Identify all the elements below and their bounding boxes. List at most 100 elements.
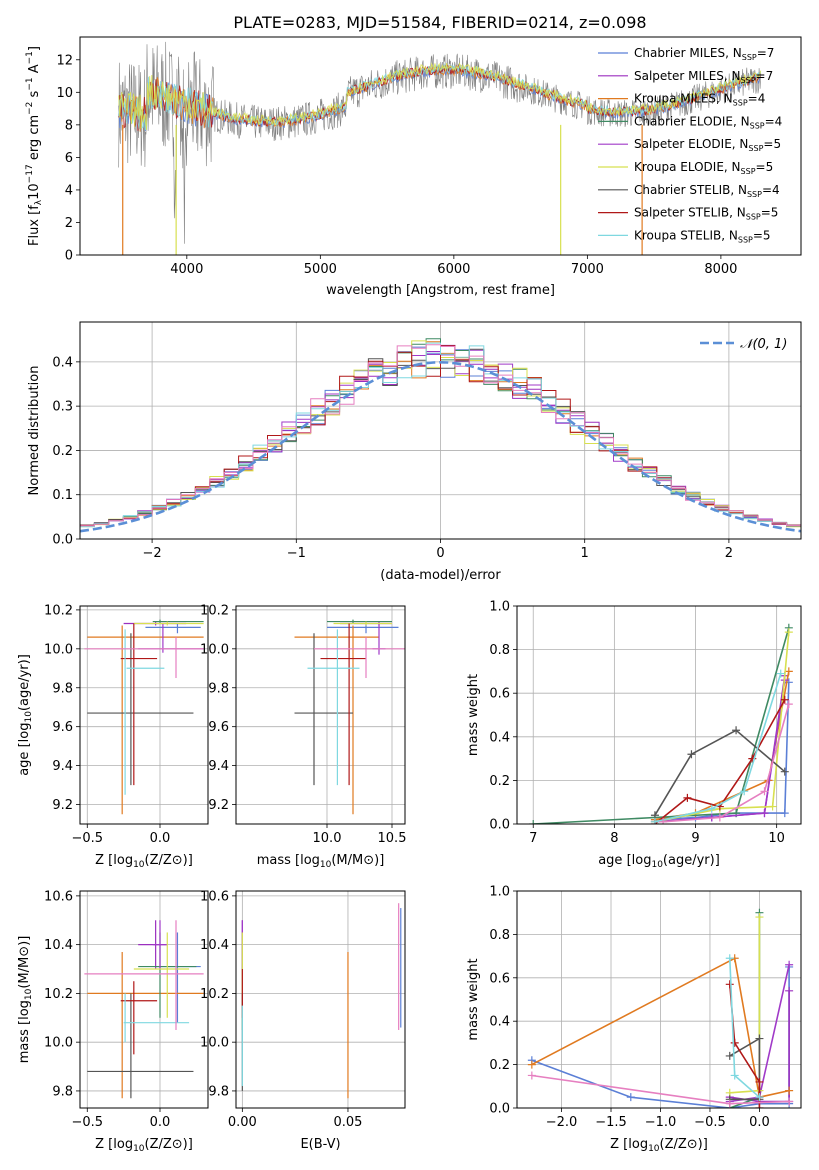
panel-spectrum: 4000 5000 6000 7000 8000 0 2 4 6 8 10 12 wavelength … <box>25 36 802 298</box>
axes-frame <box>235 605 406 825</box>
x-tick-label: 9 <box>691 831 699 846</box>
y-tick-label: 0.0 <box>489 1102 510 1117</box>
data-point <box>333 621 392 626</box>
weight-marker <box>755 1034 764 1043</box>
x-tick-label: 1 <box>581 546 589 561</box>
x-axis-label: E(B-V) <box>300 1137 340 1152</box>
weight-marker <box>740 787 749 796</box>
x-tick-label: −1.0 <box>645 1115 677 1130</box>
weight-marker <box>626 1093 635 1102</box>
axes-frame <box>516 605 802 825</box>
weight-series-line <box>654 729 786 816</box>
y-tick-label: 0.6 <box>489 971 510 986</box>
x-tick-label: 0 <box>436 546 444 561</box>
legend-label: Salpeter MILES, NSSP=7 <box>634 69 773 85</box>
weight-marker <box>730 1038 739 1047</box>
weight-marker <box>755 1077 764 1086</box>
y-tick-label: 9.6 <box>208 720 229 735</box>
panel-age_vs_Z: −0.5 0.0 9.2 9.4 9.6 9.8 10.0 10.2 Z [log10(Z/Z⊙… <box>17 603 209 870</box>
errorbars <box>241 903 402 1099</box>
legend: Chabrier MILES, NSSP=7 Salpeter MILES, NS… <box>598 46 782 244</box>
model-spectrum-line <box>118 64 762 131</box>
weight-marker <box>725 1099 734 1108</box>
y-tick-label: 8 <box>65 118 73 133</box>
y-tick-label: 1.0 <box>489 600 510 615</box>
panel-weight_vs_Z: −2.0 −1.5 −1.0 −0.5 0.0 0.0 0.2 0.4 0.6 0.8 1.0 Z [… <box>466 885 802 1154</box>
panel-mass_vs_Z: −0.5 0.0 9.8 10.0 10.2 10.4 10.6 Z [log10(Z/Z⊙)… <box>17 889 209 1154</box>
axes-frame <box>79 890 209 1109</box>
y-tick-label: 0.2 <box>52 444 73 459</box>
weight-series-line <box>663 703 790 823</box>
data-point <box>155 932 201 1023</box>
y-tick-label: 0.3 <box>52 400 73 415</box>
y-tick-label: 4 <box>65 183 73 198</box>
x-axis-label: Z [log10(Z/Z⊙)] <box>95 1137 193 1154</box>
weight-marker <box>784 700 793 709</box>
weight-marker <box>785 1086 794 1095</box>
weight-marker <box>785 1097 794 1106</box>
y-tick-label: 9.2 <box>52 798 73 813</box>
weight-marker <box>784 628 793 637</box>
y-tick-label: 10.2 <box>44 987 73 1002</box>
legend-label: Kroupa MILES, NSSP=4 <box>634 92 765 108</box>
data-point <box>87 633 194 786</box>
x-tick-label: 0.0 <box>749 1115 770 1130</box>
data-point <box>87 625 204 815</box>
y-tick-label: 1.0 <box>489 885 510 900</box>
x-tick-label: 0.0 <box>150 831 171 846</box>
weight-series-line <box>729 1037 761 1101</box>
weight-marker <box>780 809 789 818</box>
x-tick-label: 10.5 <box>378 831 407 846</box>
x-axis-label: wavelength [Angstrom, rest frame] <box>326 283 555 298</box>
axes-frame <box>235 890 406 1109</box>
errorbars <box>84 920 204 1099</box>
residual-histogram <box>80 344 801 528</box>
x-axis-label: age [log10(age/yr)] <box>598 853 720 870</box>
y-tick-label: 9.8 <box>208 681 229 696</box>
weight-marker <box>768 802 777 811</box>
weight-marker <box>687 750 696 759</box>
spectrum-lines <box>118 41 762 255</box>
x-tick-label: −1 <box>287 546 306 561</box>
legend-label: Chabrier MILES, NSSP=7 <box>634 46 774 62</box>
x-tick-label: 8 <box>610 831 618 846</box>
y-tick-label: 9.8 <box>52 681 73 696</box>
y-tick-label: 10.4 <box>200 938 229 953</box>
y-tick-label: 2 <box>65 216 73 231</box>
weight-series-line <box>654 632 790 823</box>
y-tick-label: 10.0 <box>44 1036 73 1051</box>
x-tick-label: 7000 <box>571 262 604 277</box>
x-axis-label: Z [log10(Z/Z⊙)] <box>95 853 193 870</box>
y-tick-label: 9.4 <box>52 759 73 774</box>
legend-label: 𝒩(0, 1) <box>740 337 787 352</box>
x-axis-label: (data-model)/error <box>380 568 501 583</box>
y-tick-label: 6 <box>65 151 73 166</box>
weight-series-line <box>654 682 790 821</box>
x-tick-label: 0.00 <box>228 1115 257 1130</box>
legend-label: Salpeter STELIB, NSSP=5 <box>634 206 778 222</box>
data-point <box>87 993 194 1099</box>
weight-marker <box>780 767 789 776</box>
weight-marker <box>755 1104 764 1108</box>
y-tick-label: 10.2 <box>44 603 73 618</box>
legend-label: Salpeter ELODIE, NSSP=5 <box>634 137 781 153</box>
weight-marker <box>785 986 794 995</box>
x-tick-label: −0.5 <box>71 831 103 846</box>
y-tick-label: 0.6 <box>489 687 510 702</box>
panel-age_vs_mass: 10.0 10.5 9.2 9.4 9.6 9.8 10.0 10.2 mass [log10(… <box>200 603 406 870</box>
weight-marker <box>650 817 659 824</box>
weight-marker <box>527 1071 536 1080</box>
y-tick-label: 0.2 <box>489 1058 510 1073</box>
histograms <box>80 338 801 533</box>
y-tick-label: 10.2 <box>200 603 229 618</box>
x-tick-label: −2 <box>143 546 162 561</box>
data-point <box>145 623 201 634</box>
weight-lines <box>529 623 793 824</box>
weight-marker <box>760 809 769 818</box>
data-point <box>120 981 158 1055</box>
weight-marker <box>785 960 794 969</box>
legend-label: Kroupa ELODIE, NSSP=5 <box>634 160 773 176</box>
y-tick-label: 0.8 <box>489 928 510 943</box>
x-tick-label: 5000 <box>304 262 337 277</box>
y-axis-label: Flux [fλ10−17 erg cm−2 s−1 A−1] <box>25 46 44 246</box>
